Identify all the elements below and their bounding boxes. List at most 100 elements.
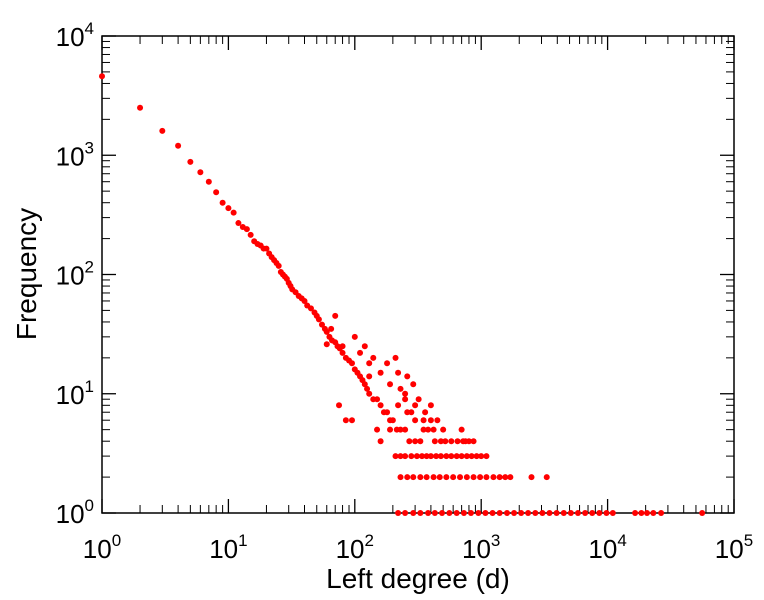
data-point bbox=[415, 396, 422, 403]
y-tick-label: 101 bbox=[56, 377, 94, 410]
data-point bbox=[546, 510, 553, 516]
data-point bbox=[374, 396, 381, 403]
data-point bbox=[468, 453, 475, 460]
data-point bbox=[361, 381, 368, 388]
data-point bbox=[323, 341, 330, 348]
data-point bbox=[553, 510, 560, 516]
data-point bbox=[402, 453, 409, 460]
data-point bbox=[370, 354, 377, 361]
data-point bbox=[699, 510, 706, 516]
data-point bbox=[384, 360, 391, 367]
data-point bbox=[387, 381, 394, 388]
data-point bbox=[470, 438, 477, 445]
data-point bbox=[463, 453, 470, 460]
x-tick-label: 105 bbox=[715, 531, 753, 564]
data-point bbox=[446, 510, 453, 516]
y-tick-label: 104 bbox=[56, 19, 94, 52]
x-tick-label: 102 bbox=[336, 531, 374, 564]
data-point bbox=[603, 510, 610, 516]
x-tick-labels: 100 101 102 103 104 105 bbox=[83, 531, 753, 564]
data-point bbox=[596, 510, 603, 516]
data-point bbox=[187, 158, 194, 165]
data-point bbox=[364, 385, 371, 392]
y-axis-label: Frequency bbox=[11, 208, 42, 340]
data-point bbox=[502, 474, 509, 481]
data-point bbox=[342, 417, 349, 424]
data-point bbox=[315, 316, 322, 323]
data-point bbox=[532, 510, 539, 516]
data-point bbox=[425, 510, 432, 516]
data-point bbox=[395, 510, 402, 516]
data-point bbox=[528, 474, 535, 481]
data-point bbox=[332, 312, 339, 319]
data-point bbox=[225, 205, 232, 212]
data-point bbox=[443, 453, 450, 460]
data-point bbox=[462, 438, 469, 445]
data-point bbox=[440, 426, 447, 433]
data-point bbox=[397, 426, 404, 433]
data-point bbox=[339, 349, 346, 356]
data-point bbox=[582, 510, 589, 516]
data-point bbox=[496, 510, 503, 516]
data-point bbox=[374, 426, 381, 433]
data-point bbox=[366, 373, 373, 380]
data-point bbox=[423, 474, 430, 481]
data-point bbox=[408, 453, 415, 460]
y-tick-label: 100 bbox=[56, 496, 94, 529]
data-point bbox=[410, 381, 417, 388]
data-point bbox=[406, 438, 413, 445]
data-point bbox=[307, 305, 314, 312]
data-point bbox=[423, 453, 430, 460]
data-point bbox=[473, 453, 480, 460]
data-point bbox=[247, 231, 254, 238]
data-point bbox=[632, 510, 639, 516]
data-point bbox=[420, 426, 427, 433]
data-point bbox=[425, 426, 432, 433]
data-point bbox=[518, 510, 525, 516]
data-point bbox=[384, 409, 391, 416]
data-point bbox=[275, 262, 282, 269]
data-point bbox=[417, 474, 424, 481]
data-point bbox=[650, 510, 657, 516]
data-point bbox=[458, 453, 465, 460]
data-point bbox=[463, 474, 470, 481]
data-point bbox=[574, 510, 581, 516]
data-point bbox=[197, 169, 204, 176]
data-point bbox=[175, 142, 182, 149]
data-point bbox=[457, 474, 464, 481]
data-point bbox=[560, 510, 567, 516]
data-point bbox=[496, 474, 503, 481]
data-point bbox=[658, 510, 665, 516]
data-point bbox=[413, 453, 420, 460]
data-point bbox=[458, 426, 465, 433]
data-point bbox=[404, 373, 411, 380]
data-point bbox=[431, 438, 438, 445]
data-point bbox=[434, 417, 441, 424]
major-ticks bbox=[101, 35, 735, 514]
data-point bbox=[483, 453, 490, 460]
data-point bbox=[366, 360, 373, 367]
x-tick-label: 104 bbox=[588, 531, 626, 564]
data-point bbox=[478, 453, 485, 460]
data-point bbox=[387, 426, 394, 433]
data-point bbox=[450, 474, 457, 481]
data-point bbox=[402, 426, 409, 433]
data-point bbox=[507, 474, 514, 481]
data-point bbox=[389, 417, 396, 424]
y-tick-label: 103 bbox=[56, 138, 94, 171]
data-point bbox=[392, 354, 399, 361]
data-point bbox=[213, 189, 220, 196]
data-point bbox=[205, 178, 212, 185]
data-point bbox=[460, 510, 467, 516]
data-point bbox=[397, 385, 404, 392]
data-point bbox=[437, 453, 444, 460]
data-point bbox=[348, 360, 355, 367]
data-point bbox=[430, 474, 437, 481]
data-point bbox=[539, 510, 546, 516]
data-point bbox=[99, 73, 105, 80]
data-point bbox=[402, 390, 409, 397]
data-point bbox=[511, 510, 518, 516]
data-point bbox=[467, 510, 474, 516]
data-point bbox=[475, 510, 482, 516]
